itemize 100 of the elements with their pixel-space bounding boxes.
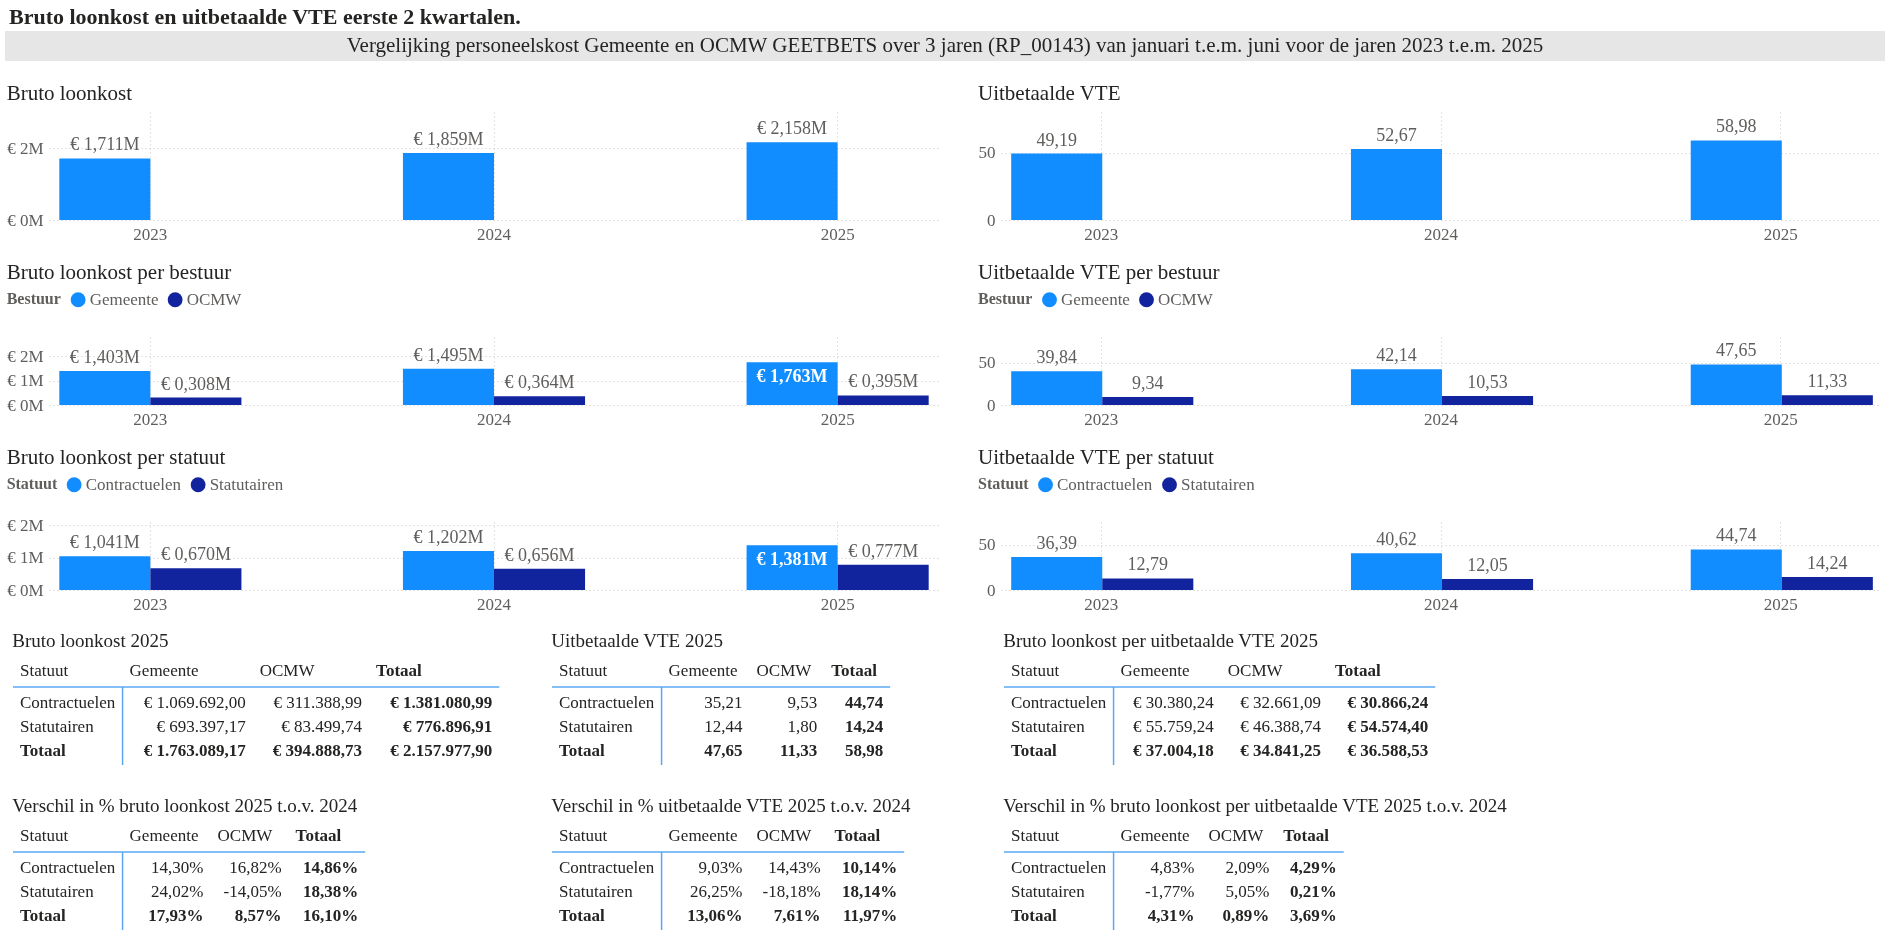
text: 1,80	[787, 717, 818, 736]
text: 4,83%	[1150, 858, 1195, 877]
text: € 46.388,74	[1240, 717, 1321, 736]
category-label: Statutairen	[1011, 882, 1085, 901]
bar	[150, 397, 242, 405]
data-label: 12,79	[1127, 554, 1169, 575]
chart-title: Bruto loonkost per bestuur	[6, 260, 232, 284]
bar	[1690, 140, 1782, 220]
legend-label: OCMW	[1158, 289, 1214, 309]
data-label: € 0,395M	[848, 371, 919, 392]
y-tick-label: € 2M	[7, 138, 44, 158]
text: 9,53	[787, 693, 818, 712]
y-tick-label: € 0M	[7, 580, 44, 600]
text: € 693.397,17	[156, 717, 246, 736]
text: € 37.004,18	[1133, 741, 1214, 760]
data-label: € 0,308M	[160, 373, 231, 394]
text: € 36.588,53	[1347, 741, 1429, 760]
y-tick-label: 0	[987, 580, 996, 600]
data-label: € 2,158M	[757, 118, 828, 139]
category-label: Contractuelen	[1011, 858, 1107, 877]
text: 4,29%	[1289, 858, 1337, 877]
text: 24,02%	[151, 882, 204, 901]
data-label: 47,65	[1716, 340, 1757, 361]
text: € 1.763.089,17	[143, 741, 246, 760]
bar	[1011, 557, 1103, 590]
text: € 776.896,91	[403, 717, 493, 736]
text: € 32.661,09	[1240, 693, 1321, 712]
bar	[746, 142, 838, 220]
text: 8,57%	[234, 906, 282, 925]
category-label: OCMW	[756, 661, 813, 680]
category-label: Gemeente	[668, 826, 738, 845]
x-tick-label: 2025	[820, 409, 855, 429]
category-label: Totaal	[20, 906, 66, 925]
data-label: 36,39	[1036, 533, 1077, 554]
text: € 1.069.692,00	[143, 693, 246, 712]
text: Bruto loonkost 2025	[12, 630, 169, 651]
category-label: Totaal	[1283, 826, 1330, 845]
bar	[59, 370, 151, 405]
category-label: Statutairen	[20, 882, 94, 901]
text: € 2.157.977,90	[390, 741, 493, 760]
data-label: € 0,670M	[160, 544, 231, 565]
bar	[1781, 577, 1873, 590]
text: Bruto loonkost per uitbetaalde VTE 2025	[1003, 630, 1318, 651]
category-label: Contractuelen	[559, 693, 655, 712]
text: 5,05%	[1225, 882, 1270, 901]
legend-title: Statuut	[6, 475, 58, 492]
category-label: Statutairen	[559, 717, 633, 736]
bar	[59, 556, 151, 590]
data-label: 49,19	[1036, 129, 1077, 150]
x-tick-label: 2023	[133, 594, 168, 614]
bar	[402, 551, 494, 590]
category-label: Gemeente	[1120, 661, 1190, 680]
y-tick-label: € 2M	[7, 346, 44, 366]
data-label: € 0,364M	[504, 372, 575, 393]
text: Verschil in % bruto loonkost per uitbetaalde VTE 2025 t.o.v. 2024	[1003, 795, 1508, 816]
text: 14,43%	[768, 858, 821, 877]
bar	[1350, 553, 1443, 590]
bar	[1102, 397, 1194, 405]
text: € 1.381.080,99	[390, 693, 493, 712]
data-label: € 1,381M	[756, 549, 828, 570]
text: -18,18%	[762, 882, 821, 901]
text: -14,05%	[223, 882, 282, 901]
chart-title: Bruto loonkost per statuut	[6, 445, 226, 469]
y-tick-label: € 1M	[7, 548, 44, 568]
category-label: OCMW	[259, 661, 316, 680]
text: Vergelijking personeelskost Gemeente en OCMW GEETBETS over 3 jaren (RP_00143) van januari t.e.m. juni voor de jaren 2023 t.e.m. 2025	[346, 33, 1544, 57]
category-label: Totaal	[1334, 661, 1381, 680]
data-label: 14,24	[1807, 553, 1848, 574]
text: 13,06%	[687, 906, 743, 925]
text: Uitbetaalde VTE 2025	[551, 630, 723, 651]
x-tick-label: 2023	[133, 224, 168, 244]
legend-title: Bestuur	[6, 290, 61, 307]
category-label: Totaal	[559, 906, 605, 925]
x-tick-label: 2024	[477, 409, 512, 429]
y-tick-label: 50	[978, 143, 996, 162]
y-tick-label: € 1M	[7, 371, 44, 391]
data-label: 52,67	[1376, 124, 1417, 145]
text: 26,25%	[690, 882, 743, 901]
chart-title: Uitbetaalde VTE per bestuur	[978, 260, 1220, 284]
x-tick-label: 2024	[1424, 409, 1459, 429]
bar	[837, 395, 929, 405]
text: € 30.866,24	[1347, 693, 1429, 712]
bar	[1350, 369, 1443, 405]
data-label: 40,62	[1376, 529, 1417, 550]
text: Statuut	[1011, 826, 1060, 845]
bar	[1442, 396, 1534, 405]
data-label: € 1,763M	[756, 366, 828, 387]
bar	[1350, 148, 1443, 220]
x-tick-label: 2023	[133, 409, 168, 429]
category-label: Totaal	[1011, 906, 1057, 925]
text: Bruto loonkost en uitbetaalde VTE eerste 2 kwartalen.	[9, 4, 521, 29]
data-label: 42,14	[1376, 345, 1417, 366]
category-label: OCMW	[756, 826, 813, 845]
category-label: Totaal	[1011, 741, 1057, 760]
text: 58,98	[844, 741, 884, 760]
bar	[59, 158, 151, 220]
x-tick-label: 2025	[1763, 224, 1798, 244]
y-tick-label: € 0M	[7, 210, 44, 230]
text: 14,24	[844, 717, 884, 736]
text: € 394.888,73	[272, 741, 363, 760]
